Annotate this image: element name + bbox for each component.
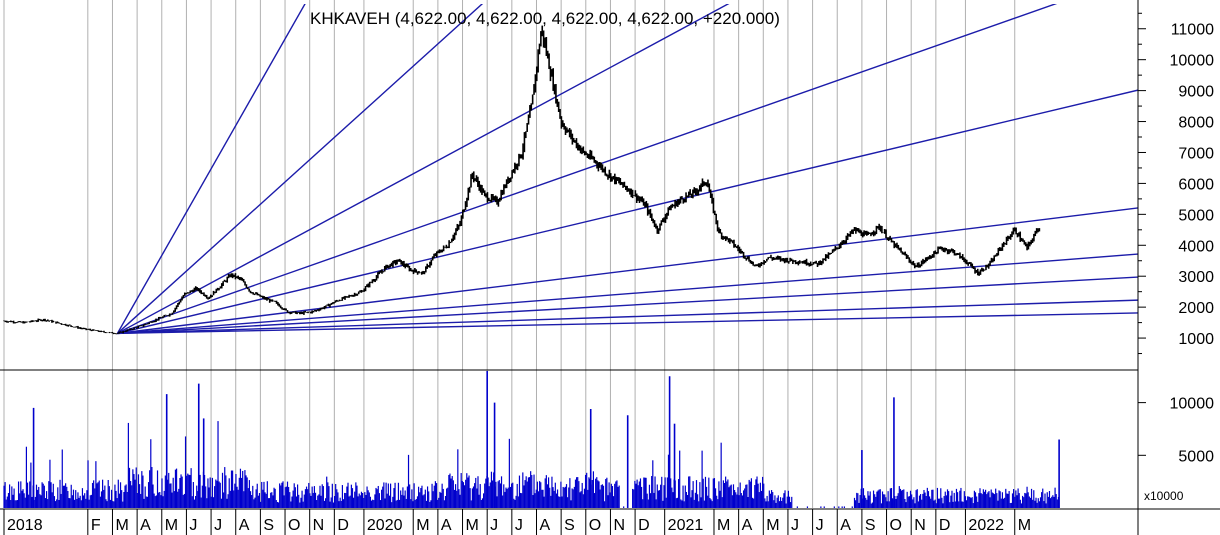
- fan-line: [117, 276, 1138, 335]
- x-tick-label: J: [214, 517, 222, 534]
- volume-bars: [3, 371, 1060, 508]
- x-tick-label: J: [816, 517, 824, 534]
- x-tick-label: A: [840, 517, 851, 534]
- fan-line: [117, 4, 1058, 335]
- y-tick-label: 11000: [1171, 22, 1214, 39]
- y-tick-label: 10000: [1170, 53, 1215, 70]
- x-tick-label: M: [466, 517, 479, 534]
- x-tick-label: 2022: [968, 517, 1004, 534]
- y-tick-label: 5000: [1178, 207, 1214, 224]
- x-tick-label: J: [189, 517, 197, 534]
- fan-lines: [116, 4, 1138, 335]
- volume-unit-label: x10000: [1144, 489, 1184, 503]
- y-tick-label: 2000: [1178, 300, 1214, 317]
- x-tick-label: M: [766, 517, 779, 534]
- x-tick-label: A: [539, 517, 550, 534]
- fan-line: [117, 89, 1138, 335]
- fan-line: [117, 4, 730, 335]
- x-tick-label: S: [865, 517, 876, 534]
- x-tick-label: M: [717, 517, 730, 534]
- price-series: [3, 25, 1041, 335]
- x-tick-label: A: [239, 517, 250, 534]
- vertical-gridlines: [3, 0, 1016, 508]
- x-tick-label: J: [515, 517, 523, 534]
- x-tick-label: A: [140, 517, 151, 534]
- chart-title: KHKAVEH (4,622.00, 4,622.00, 4,622.00, 4…: [310, 9, 780, 28]
- x-tick-label: 2020: [367, 517, 403, 534]
- x-tick-label: D: [337, 517, 349, 534]
- x-tick-label: O: [890, 517, 902, 534]
- y-tick-label: 7000: [1178, 145, 1214, 162]
- x-tick-label: N: [914, 517, 926, 534]
- x-tick-label: M: [416, 517, 429, 534]
- fan-line: [117, 253, 1138, 335]
- x-tick-label: 2021: [668, 517, 704, 534]
- y-tick-label: 4000: [1178, 238, 1214, 255]
- x-tick-label: O: [288, 517, 300, 534]
- fan-line: [116, 4, 306, 334]
- y-tick-label: 6000: [1178, 176, 1214, 193]
- x-tick-label: M: [165, 517, 178, 534]
- y-tick-label: 3000: [1178, 269, 1214, 286]
- x-ticks: 2018 F M A M J J A S O N D 2020 M A M J J A S O N D 2021 M A M J J A S…: [3, 509, 1031, 535]
- price-y-ticks: 1000 2000 3000 4000 5000 6000 7000 8000 9000 1000…: [1138, 12, 1215, 355]
- x-tick-label: M: [1018, 517, 1031, 534]
- volume-tick-label: 10000: [1170, 396, 1215, 413]
- x-tick-label: O: [589, 517, 601, 534]
- volume-tick-label: 5000: [1178, 448, 1214, 465]
- x-tick-label: F: [91, 517, 101, 534]
- fan-line: [117, 312, 1138, 335]
- x-tick-label: S: [564, 517, 575, 534]
- x-tick-label: N: [313, 517, 325, 534]
- fan-line: [117, 299, 1138, 335]
- x-tick-label: J: [490, 517, 498, 534]
- x-tick-label: N: [613, 517, 625, 534]
- x-tick-label: A: [441, 517, 452, 534]
- y-tick-label: 9000: [1178, 84, 1214, 101]
- fan-line: [116, 4, 484, 334]
- x-tick-label: S: [263, 517, 274, 534]
- x-tick-label: 2018: [7, 517, 43, 534]
- x-tick-label: J: [791, 517, 799, 534]
- y-tick-label: 1000: [1178, 331, 1214, 348]
- x-tick-label: D: [939, 517, 951, 534]
- x-tick-label: D: [638, 517, 650, 534]
- volume-y-ticks: 5000 10000: [1138, 396, 1215, 465]
- x-tick-label: A: [742, 517, 753, 534]
- y-tick-label: 8000: [1178, 115, 1214, 132]
- x-tick-label: M: [115, 517, 128, 534]
